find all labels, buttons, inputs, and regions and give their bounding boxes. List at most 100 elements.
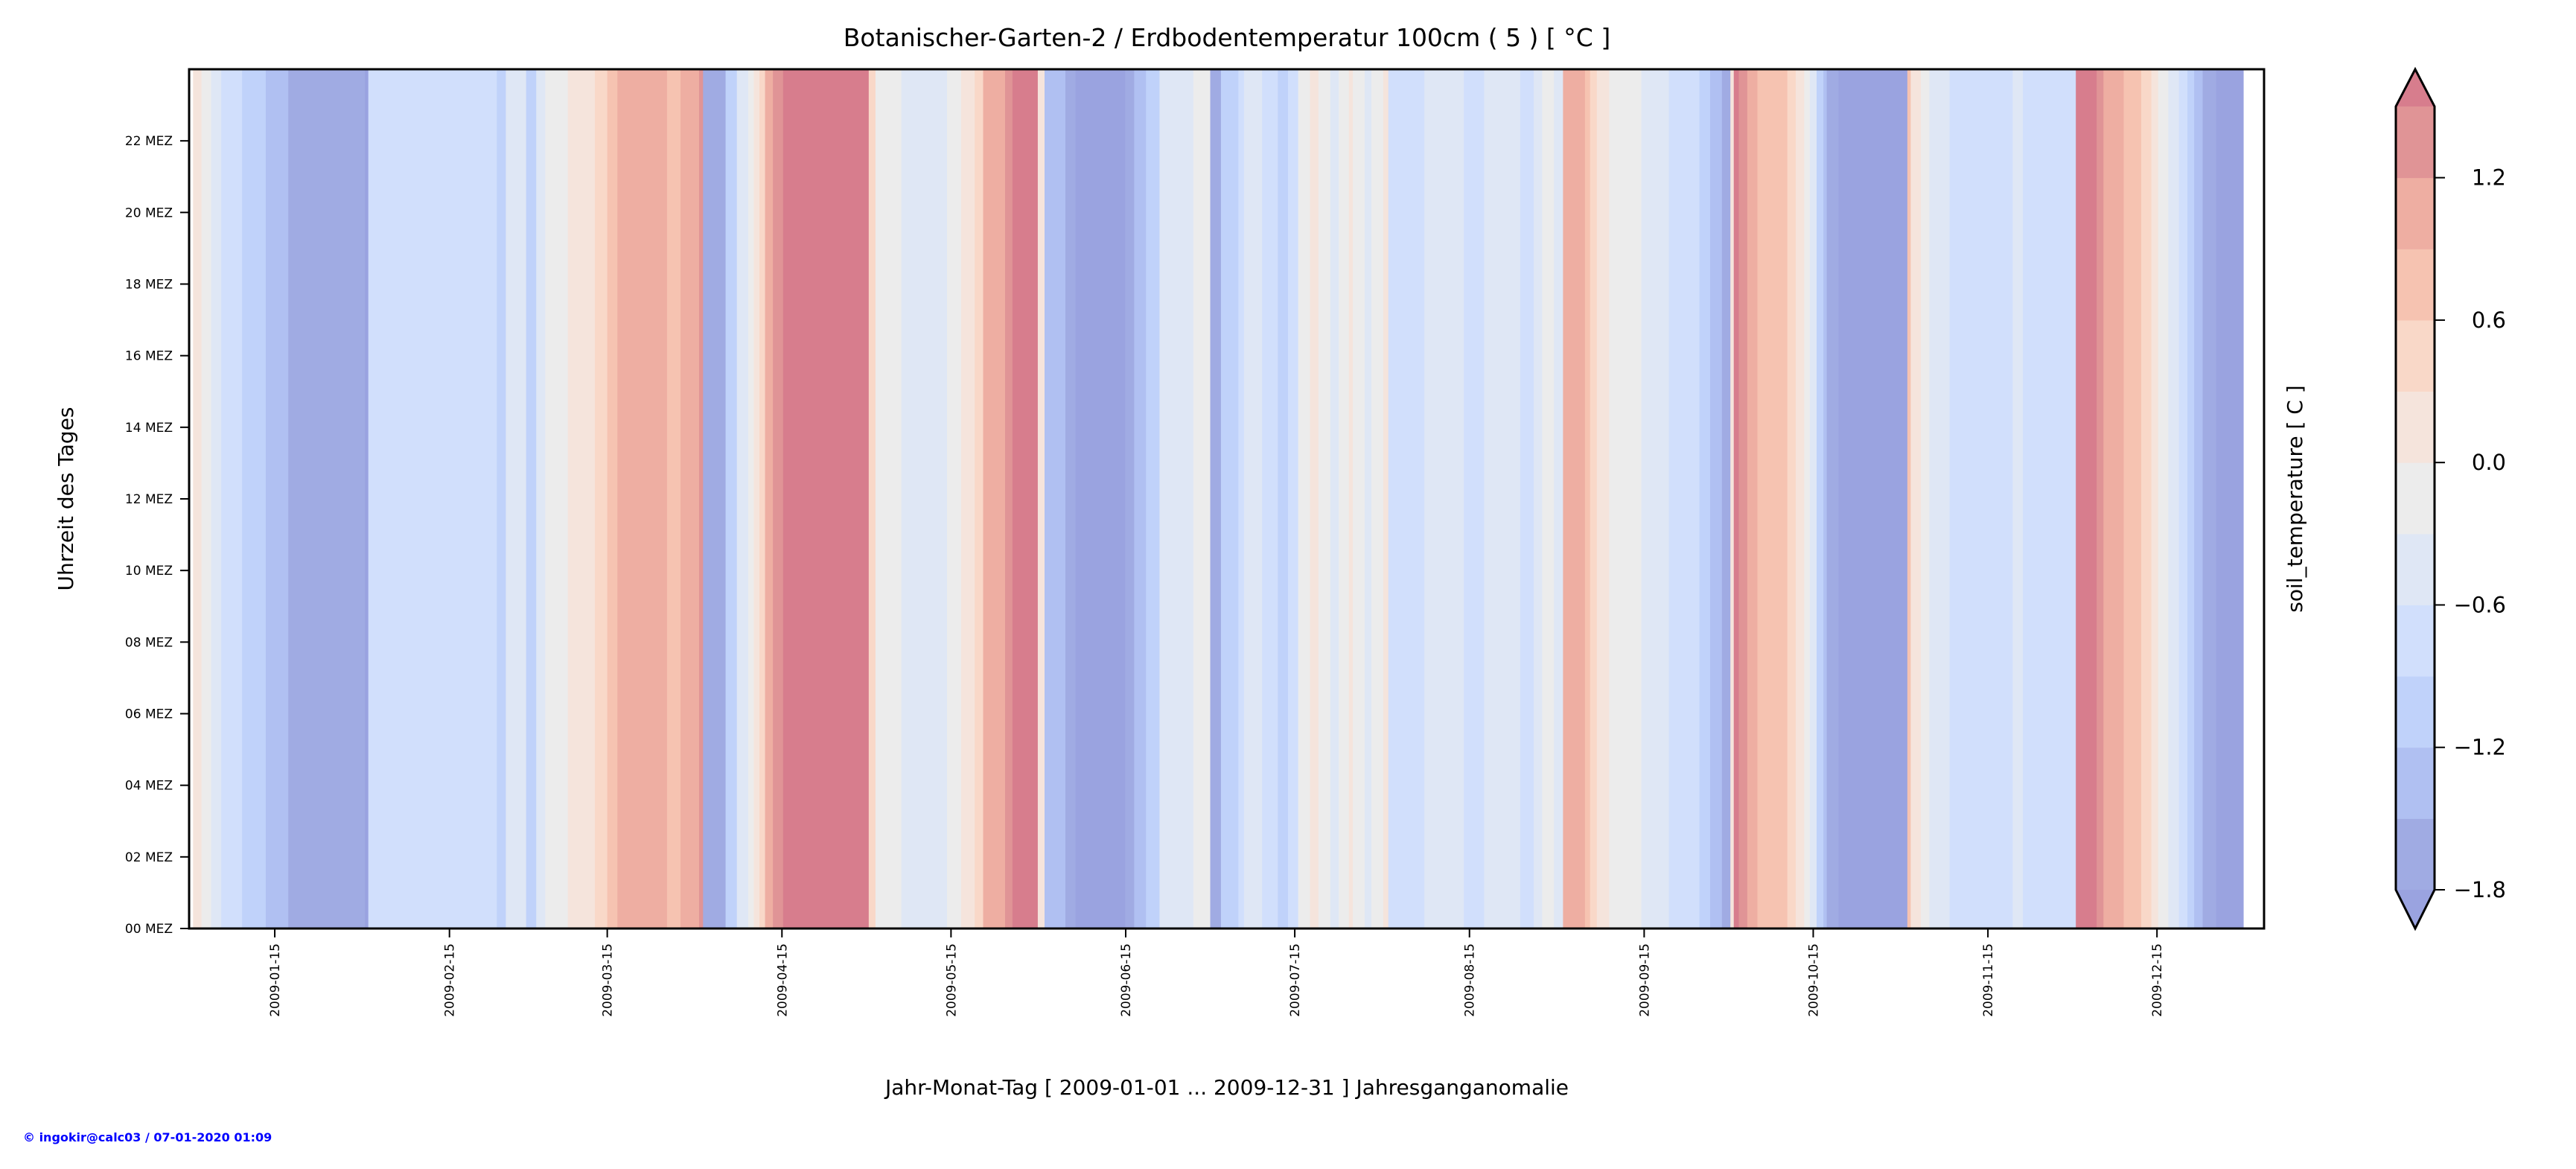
colorbar-bin (2396, 106, 2435, 179)
heatmap-band (2158, 69, 2169, 928)
heatmap-band (1037, 69, 1045, 928)
heatmap-band (506, 69, 527, 928)
heatmap-band (1005, 69, 1013, 928)
y-tick-label: 00 MEZ (125, 922, 173, 937)
chart-title: Botanischer-Garten-2 / Erdbodentemperatu… (844, 23, 1610, 52)
heatmap-band (1747, 69, 1759, 928)
heatmap-band (1823, 69, 1828, 928)
heatmap-band (1817, 69, 1824, 928)
heatmap-band (2187, 69, 2195, 928)
heatmap-band (1826, 69, 1840, 928)
y-tick-label: 16 MEZ (125, 349, 173, 364)
heatmap-band (1534, 69, 1543, 928)
colorbar-bin (2396, 605, 2435, 677)
heatmap-band (782, 69, 870, 928)
heatmap-band (1929, 69, 1951, 928)
y-axis-ticks: 00 MEZ 02 MEZ 04 MEZ 06 MEZ 08 MEZ 10 MEZ 12 M… (125, 134, 189, 937)
colorbar-tick-label: −1.8 (2454, 877, 2506, 902)
heatmap-band (1554, 69, 1563, 928)
heatmap-cells (193, 69, 2244, 928)
heatmap-band (1609, 69, 1642, 928)
heatmap-band (1921, 69, 1930, 928)
x-tick-label: 2009-09-15 (1637, 943, 1652, 1017)
heatmap-band (221, 69, 243, 928)
heatmap-band (1310, 69, 1319, 928)
heatmap-band (265, 69, 289, 928)
heatmap-band (1134, 69, 1147, 928)
heatmap-band (1371, 69, 1384, 928)
heatmap-band (2076, 69, 2097, 928)
heatmap-band (1243, 69, 1263, 928)
y-tick-label: 02 MEZ (125, 850, 173, 865)
heatmap-band (759, 69, 766, 928)
heatmap-band (242, 69, 267, 928)
heatmap-band (1668, 69, 1700, 928)
y-tick-label: 14 MEZ (125, 421, 173, 436)
heatmap-band (1590, 69, 1598, 928)
heatmap-band (1339, 69, 1350, 928)
heatmap-band (1464, 69, 1485, 928)
heatmap-band (1838, 69, 1908, 928)
colorbar-bin (2396, 676, 2435, 748)
heatmap-band (1949, 69, 2014, 928)
heatmap-band (1012, 69, 1039, 928)
x-axis-ticks: 2009-01-15 2009-02-15 2009-03-15 2009-04-15… (268, 928, 2165, 1017)
heatmap-band (773, 69, 784, 928)
x-tick-label: 2009-03-15 (601, 943, 616, 1017)
heatmap-band (680, 69, 700, 928)
x-tick-label: 2009-01-15 (268, 943, 283, 1017)
heatmap-band (193, 69, 203, 928)
heatmap-band (1641, 69, 1670, 928)
heatmap-band (1075, 69, 1126, 928)
heatmap-band (1563, 69, 1586, 928)
heatmap-band (1424, 69, 1464, 928)
heatmap-band (703, 69, 727, 928)
heatmap-band (736, 69, 749, 928)
x-tick-label: 2009-06-15 (1119, 943, 1134, 1017)
x-axis-label: Jahr-Monat-Tag [ 2009-01-01 ... 2009-12-… (884, 1075, 1569, 1100)
heatmap-band (497, 69, 506, 928)
heatmap-band (1353, 69, 1365, 928)
heatmap-band (1065, 69, 1077, 928)
heatmap-band (975, 69, 984, 928)
heatmap-band (2097, 69, 2104, 928)
heatmap-band (2202, 69, 2217, 928)
y-tick-label: 18 MEZ (125, 278, 173, 293)
heatmap-band (2103, 69, 2125, 928)
heatmap-band (1318, 69, 1331, 928)
heatmap-band (288, 69, 366, 928)
colorbar-tick-label: 0.0 (2472, 450, 2506, 475)
colorbar-bin (2396, 319, 2435, 392)
colorbar-tick-label: 1.2 (2472, 165, 2506, 191)
heatmap-band (1220, 69, 1239, 928)
heatmap-band (1757, 69, 1788, 928)
heatmap-band (666, 69, 681, 928)
x-tick-label: 2009-10-15 (1806, 943, 1821, 1017)
heatmap-band (1699, 69, 1711, 928)
heatmap-band (753, 69, 760, 928)
heatmap-band (1804, 69, 1811, 928)
heatmap-band (594, 69, 608, 928)
colorbar-bin (2396, 391, 2435, 463)
heatmap-band (1910, 69, 1922, 928)
y-tick-label: 04 MEZ (125, 779, 173, 794)
heatmap-band (875, 69, 902, 928)
heatmap-band (1146, 69, 1161, 928)
heatmap-band (868, 69, 876, 928)
x-tick-label: 2009-12-15 (2150, 943, 2165, 1017)
heatmap-band (1730, 69, 1735, 928)
heatmap-band (211, 69, 222, 928)
colorbar-bin (2396, 533, 2435, 605)
colorbar-extend-max (2396, 69, 2435, 106)
heatmap-band (526, 69, 537, 928)
heatmap-band (1262, 69, 1278, 928)
heatmap-band (545, 69, 569, 928)
heatmap-band (1709, 69, 1723, 928)
heatmap-band (1045, 69, 1066, 928)
heatmap-band (1484, 69, 1521, 928)
heatmap-band (1383, 69, 1389, 928)
heatmap-band (2178, 69, 2188, 928)
y-tick-label: 08 MEZ (125, 635, 173, 650)
heatmap-band (765, 69, 774, 928)
heatmap-band (1388, 69, 1425, 928)
